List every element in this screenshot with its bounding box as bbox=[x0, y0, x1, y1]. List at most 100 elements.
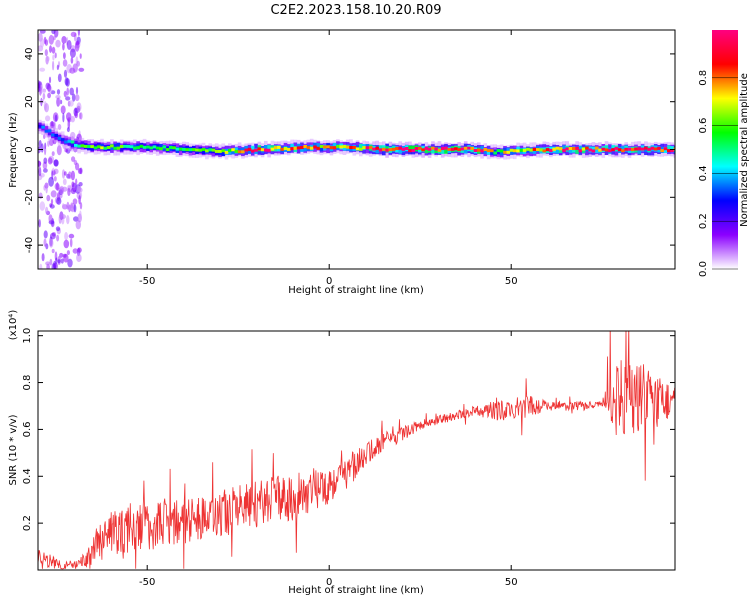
heatmap-scatter-point bbox=[49, 258, 53, 266]
heatmap-cell bbox=[224, 150, 229, 154]
heatmap-cell bbox=[221, 149, 226, 153]
heatmap-cell bbox=[427, 147, 432, 151]
y-tick-label: 40 bbox=[24, 48, 35, 61]
heatmap-cell bbox=[637, 147, 642, 154]
heatmap-cell bbox=[408, 145, 412, 152]
y-tick-label: 0.6 bbox=[22, 421, 33, 437]
heatmap-cell bbox=[336, 144, 340, 148]
heatmap-cell bbox=[54, 134, 58, 137]
heatmap-cell bbox=[280, 147, 284, 151]
heatmap-cell bbox=[627, 147, 632, 151]
heatmap-scatter-point bbox=[43, 157, 48, 164]
heatmap-cell bbox=[290, 143, 294, 150]
heatmap-cell bbox=[359, 147, 363, 151]
heatmap-cell bbox=[401, 147, 406, 151]
heatmap-cell bbox=[119, 145, 124, 148]
heatmap-cell bbox=[106, 146, 111, 149]
y-tick-label: -20 bbox=[24, 189, 35, 205]
snr-y-scale-label: (x10⁴) bbox=[8, 310, 19, 341]
heatmap-scatter-point bbox=[56, 234, 60, 242]
heatmap-scatter-point bbox=[53, 176, 57, 182]
heatmap-cell bbox=[185, 148, 189, 152]
heatmap-scatter-point bbox=[60, 105, 66, 114]
heatmap-cell bbox=[332, 143, 337, 149]
heatmap-cell bbox=[264, 148, 268, 152]
heatmap-scatter-point bbox=[71, 93, 76, 102]
heatmap-cell bbox=[51, 133, 55, 137]
heatmap-cell bbox=[667, 149, 671, 153]
heatmap-cell bbox=[342, 145, 347, 148]
heatmap-cell bbox=[44, 129, 49, 133]
x-tick-label: 50 bbox=[505, 577, 518, 588]
snr-x-label: Height of straight line (km) bbox=[288, 585, 424, 596]
heatmap-cell bbox=[60, 138, 65, 142]
heatmap-cell bbox=[323, 145, 327, 149]
heatmap-scatter-point bbox=[39, 201, 46, 211]
heatmap-cell bbox=[293, 146, 298, 150]
heatmap-cell bbox=[440, 147, 445, 154]
heatmap-cell bbox=[375, 146, 379, 150]
heatmap-cell bbox=[650, 146, 655, 150]
heatmap-cell bbox=[431, 146, 435, 150]
heatmap-cell bbox=[631, 148, 635, 152]
heatmap-scatter-point bbox=[66, 87, 69, 96]
heatmap-scatter-point bbox=[49, 121, 55, 129]
y-tick-label: 1.0 bbox=[22, 328, 33, 344]
heatmap-scatter-point bbox=[46, 194, 51, 202]
heatmap-cell bbox=[663, 147, 668, 151]
heatmap-cell bbox=[139, 144, 144, 148]
heatmap-scatter-point bbox=[64, 232, 68, 241]
heatmap-cell bbox=[503, 147, 507, 154]
heatmap-scatter-point bbox=[56, 145, 62, 156]
heatmap-cell bbox=[637, 147, 642, 151]
heatmap-cell bbox=[670, 149, 674, 152]
heatmap-cell bbox=[660, 149, 664, 153]
heatmap-scatter-point bbox=[73, 185, 77, 191]
heatmap-cell bbox=[345, 145, 350, 149]
heatmap-scatter-point bbox=[56, 89, 61, 95]
heatmap-y-label: Frequency (Hz) bbox=[8, 112, 19, 188]
heatmap-scatter-point bbox=[76, 253, 82, 263]
heatmap-cell bbox=[470, 147, 474, 150]
heatmap-cell bbox=[303, 145, 307, 152]
heatmap-cell bbox=[555, 146, 560, 150]
heatmap-scatter-point bbox=[70, 31, 77, 37]
heatmap-scatter-point bbox=[53, 159, 59, 167]
heatmap-cell bbox=[411, 149, 416, 152]
heatmap-cell bbox=[283, 147, 288, 150]
heatmap-scatter-point bbox=[62, 59, 68, 67]
heatmap-cell bbox=[585, 146, 589, 150]
heatmap-scatter-point bbox=[53, 35, 56, 41]
heatmap-cell bbox=[352, 146, 357, 149]
heatmap-scatter-point bbox=[56, 97, 61, 106]
heatmap-cell bbox=[326, 145, 330, 149]
heatmap-scatter-point bbox=[43, 230, 48, 239]
heatmap-cell bbox=[110, 144, 114, 148]
heatmap-cell bbox=[234, 149, 239, 153]
heatmap-scatter-point bbox=[59, 252, 64, 258]
heatmap-cell bbox=[404, 147, 409, 150]
heatmap-scatter-point bbox=[73, 204, 77, 213]
heatmap-scatter-point bbox=[79, 112, 83, 120]
heatmap-cell bbox=[142, 145, 147, 149]
heatmap-cell bbox=[87, 145, 91, 148]
heatmap-scatter-point bbox=[77, 168, 82, 174]
heatmap-cell bbox=[57, 136, 62, 140]
heatmap-scatter-point bbox=[38, 140, 42, 148]
heatmap-cell bbox=[93, 146, 98, 150]
heatmap-scatter-point bbox=[69, 238, 73, 248]
heatmap-scatter-point bbox=[72, 248, 79, 254]
heatmap-cell bbox=[270, 147, 275, 151]
heatmap-cell bbox=[516, 149, 520, 153]
heatmap-cell bbox=[152, 145, 157, 149]
heatmap-scatter-point bbox=[42, 92, 46, 100]
heatmap-cell bbox=[611, 148, 615, 152]
heatmap-scatter-point bbox=[75, 41, 80, 46]
heatmap-scatter-point bbox=[39, 37, 45, 48]
heatmap-cell bbox=[250, 145, 255, 152]
heatmap-cell bbox=[74, 140, 78, 147]
heatmap-cell bbox=[440, 147, 445, 151]
heatmap-cell bbox=[296, 146, 301, 150]
heatmap-scatter-point bbox=[76, 102, 82, 112]
heatmap-scatter-point bbox=[44, 145, 47, 156]
